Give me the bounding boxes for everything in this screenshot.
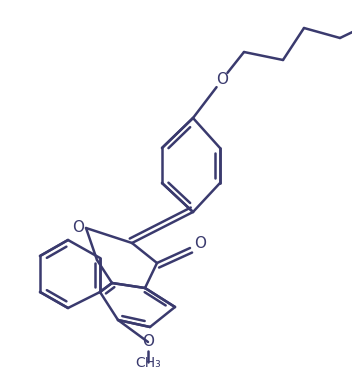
Text: CH₃: CH₃ bbox=[135, 356, 161, 370]
Text: O: O bbox=[194, 236, 206, 252]
Text: O: O bbox=[216, 72, 228, 87]
Text: O: O bbox=[142, 334, 154, 349]
Text: O: O bbox=[72, 221, 84, 236]
